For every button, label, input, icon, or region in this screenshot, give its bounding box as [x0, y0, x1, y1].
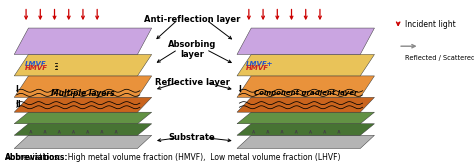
Polygon shape: [14, 112, 152, 124]
Polygon shape: [237, 124, 374, 135]
Polygon shape: [237, 135, 374, 148]
Polygon shape: [237, 76, 374, 97]
Text: Reflective layer: Reflective layer: [155, 78, 229, 87]
Text: Substrate: Substrate: [169, 133, 215, 142]
Polygon shape: [14, 135, 152, 148]
Text: HMVF: HMVF: [246, 66, 269, 71]
Text: Abbreviations:   High metal volume fraction (HMVF),  Low metal volume fraction (: Abbreviations: High metal volume fractio…: [5, 153, 340, 162]
Text: LMVF+: LMVF+: [246, 61, 273, 66]
Text: Component gradient layer: Component gradient layer: [254, 90, 357, 96]
Text: I: I: [238, 85, 241, 94]
Text: I: I: [15, 85, 18, 94]
Text: Abbreviations:: Abbreviations:: [5, 153, 68, 162]
Polygon shape: [14, 76, 152, 97]
Polygon shape: [14, 97, 152, 112]
Text: Incident light: Incident light: [405, 20, 456, 29]
Text: LMVF: LMVF: [25, 61, 46, 66]
Polygon shape: [237, 54, 374, 76]
Polygon shape: [14, 28, 152, 54]
Text: Anti-reflection layer: Anti-reflection layer: [144, 15, 240, 24]
Polygon shape: [237, 112, 374, 124]
Text: Reflected / Scattered Light: Reflected / Scattered Light: [405, 55, 474, 61]
Polygon shape: [237, 97, 374, 112]
Polygon shape: [14, 124, 152, 135]
Text: Absorbing
layer: Absorbing layer: [168, 40, 216, 59]
Text: HMVF: HMVF: [25, 66, 48, 71]
Text: Multiple layers: Multiple layers: [51, 89, 115, 98]
Text: II: II: [15, 100, 21, 109]
Polygon shape: [14, 54, 152, 76]
Polygon shape: [237, 28, 374, 54]
